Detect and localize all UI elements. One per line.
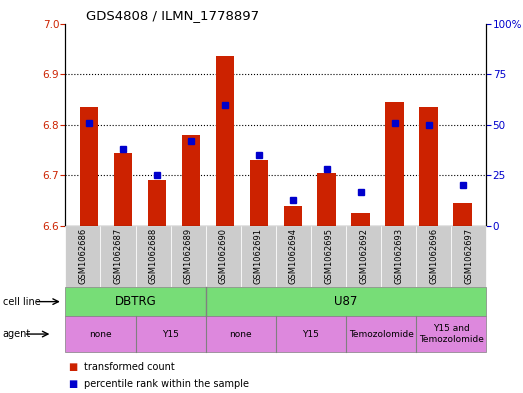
Text: GSM1062694: GSM1062694 xyxy=(289,228,298,284)
Text: percentile rank within the sample: percentile rank within the sample xyxy=(84,379,248,389)
Text: ■: ■ xyxy=(68,379,77,389)
Text: Y15 and
Temozolomide: Y15 and Temozolomide xyxy=(419,324,484,344)
Text: GSM1062688: GSM1062688 xyxy=(149,228,157,284)
Text: GSM1062691: GSM1062691 xyxy=(254,228,263,284)
Bar xyxy=(419,107,438,226)
Text: ■: ■ xyxy=(68,362,77,372)
Text: GSM1062686: GSM1062686 xyxy=(78,228,87,284)
Text: GSM1062693: GSM1062693 xyxy=(394,228,403,284)
Text: GSM1062695: GSM1062695 xyxy=(324,228,333,284)
Bar xyxy=(181,135,200,226)
Text: none: none xyxy=(230,330,252,338)
Text: DBTRG: DBTRG xyxy=(115,295,156,308)
Bar xyxy=(453,203,472,226)
Bar xyxy=(385,102,404,226)
Text: GDS4808 / ILMN_1778897: GDS4808 / ILMN_1778897 xyxy=(86,9,259,22)
Text: GSM1062692: GSM1062692 xyxy=(359,228,368,284)
Bar xyxy=(114,152,132,226)
Text: agent: agent xyxy=(3,329,31,339)
Text: Temozolomide: Temozolomide xyxy=(349,330,414,338)
Text: U87: U87 xyxy=(334,295,358,308)
Bar xyxy=(317,173,336,226)
Bar xyxy=(80,107,98,226)
Text: GSM1062687: GSM1062687 xyxy=(113,228,122,284)
Bar xyxy=(215,57,234,226)
Bar xyxy=(351,213,370,226)
Text: GSM1062697: GSM1062697 xyxy=(464,228,473,284)
Text: none: none xyxy=(89,330,112,338)
Text: GSM1062696: GSM1062696 xyxy=(429,228,438,284)
Text: transformed count: transformed count xyxy=(84,362,175,372)
Bar xyxy=(249,160,268,226)
Bar xyxy=(283,206,302,226)
Text: GSM1062690: GSM1062690 xyxy=(219,228,228,284)
Text: cell line: cell line xyxy=(3,297,40,307)
Text: Y15: Y15 xyxy=(302,330,320,338)
Bar xyxy=(147,180,166,226)
Text: GSM1062689: GSM1062689 xyxy=(184,228,192,284)
Text: Y15: Y15 xyxy=(162,330,179,338)
